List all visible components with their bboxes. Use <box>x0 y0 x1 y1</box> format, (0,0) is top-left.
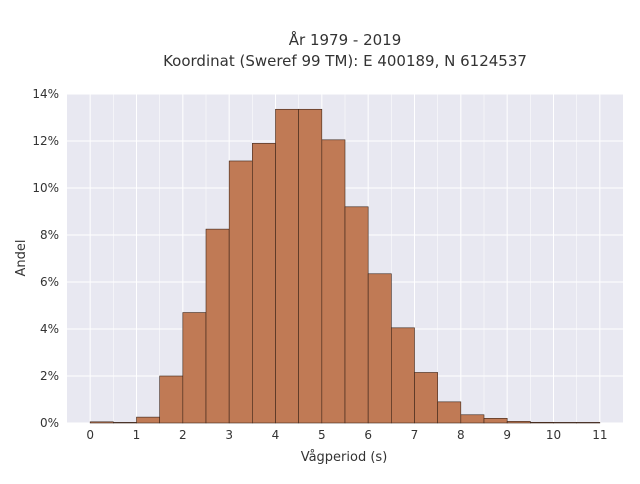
y-tick-label: 4% <box>40 322 59 336</box>
chart-title: År 1979 - 2019 <box>289 30 402 49</box>
histogram-bar <box>437 401 462 424</box>
histogram-bar <box>576 422 601 424</box>
chart-subtitle: Koordinat (Sweref 99 TM): E 400189, N 61… <box>163 52 527 70</box>
y-tick-labels: 0% 2% 4% 6% 8% 10% 12% 14% <box>32 87 59 430</box>
histogram-bar <box>483 417 508 424</box>
x-tick-labels: 0 1 2 3 4 5 6 7 8 9 10 11 <box>86 428 607 442</box>
x-tick-label: 0 <box>86 428 94 442</box>
x-tick-label: 4 <box>272 428 280 442</box>
x-tick-label: 5 <box>318 428 326 442</box>
histogram-bar <box>228 160 253 424</box>
x-tick-label: 9 <box>503 428 511 442</box>
y-tick-label: 12% <box>32 134 59 148</box>
histogram-bar <box>252 143 276 424</box>
y-tick-label: 14% <box>32 87 59 101</box>
histogram-bar <box>553 422 577 424</box>
histogram-bar <box>298 108 323 424</box>
bars <box>89 108 601 424</box>
histogram-bar <box>506 421 531 424</box>
x-tick-label: 1 <box>133 428 141 442</box>
y-tick-label: 6% <box>40 275 59 289</box>
histogram-bar <box>530 421 554 424</box>
histogram-bar <box>367 273 392 424</box>
x-tick-label: 8 <box>457 428 465 442</box>
y-tick-label: 10% <box>32 181 59 195</box>
x-axis-label: Vågperiod (s) <box>301 450 388 465</box>
y-tick-label: 2% <box>40 369 59 383</box>
histogram-bar <box>89 421 114 424</box>
x-tick-label: 10 <box>546 428 561 442</box>
y-axis-label: Andel <box>14 240 29 277</box>
histogram-bar <box>460 414 485 424</box>
histogram-bar <box>321 139 346 424</box>
histogram-bar <box>136 416 160 424</box>
x-tick-label: 11 <box>592 428 607 442</box>
histogram-bar <box>275 108 299 424</box>
histogram-bar <box>414 372 438 424</box>
histogram-bar <box>182 312 207 424</box>
y-tick-label: 8% <box>40 228 59 242</box>
histogram-bar <box>344 206 369 424</box>
y-tick-label: 0% <box>40 416 59 430</box>
x-tick-label: 2 <box>179 428 187 442</box>
histogram-bar <box>159 375 184 424</box>
histogram-bar <box>391 327 415 424</box>
histogram-bar <box>205 228 230 424</box>
x-tick-label: 6 <box>364 428 372 442</box>
histogram-bar <box>113 422 137 424</box>
x-tick-label: 3 <box>225 428 233 442</box>
x-tick-label: 7 <box>411 428 419 442</box>
